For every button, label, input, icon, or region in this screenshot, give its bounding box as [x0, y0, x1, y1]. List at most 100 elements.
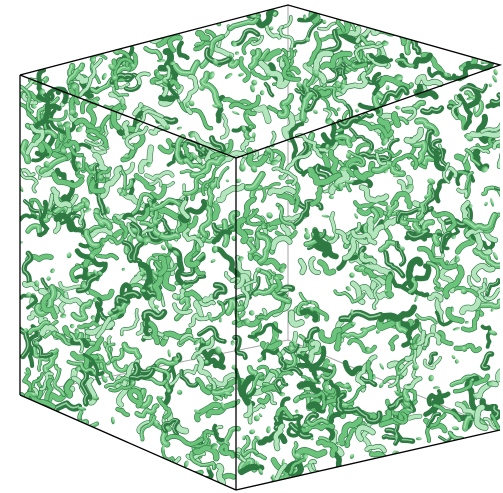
vortex-tube [404, 127, 424, 144]
vortex-tube [257, 431, 287, 445]
vortex-tube-highlight [481, 352, 492, 369]
vortex-blob [224, 73, 233, 79]
vortex-tube [248, 276, 260, 297]
vortex-tube [295, 343, 313, 369]
vortex-blob [451, 355, 456, 359]
vortex-tube [140, 415, 156, 441]
vortex-blob [321, 214, 330, 218]
vortex-blob [464, 320, 469, 324]
vortex-tube-outline [69, 418, 90, 450]
vortex-tube-highlight [212, 373, 237, 385]
vortex-blob [452, 327, 461, 331]
vortex-blob [176, 126, 183, 130]
vortex-tube-highlight [423, 356, 441, 368]
vortex-blob [355, 108, 360, 113]
vortex-blob [354, 213, 358, 219]
vortex-tube-highlight [416, 119, 437, 134]
vortex-tube-highlight [248, 276, 259, 296]
vortex-tube [452, 65, 471, 81]
vortex-tube [323, 108, 332, 122]
vortex-blob [428, 374, 434, 382]
vortex-blob [230, 340, 235, 346]
vortex-tube [276, 192, 295, 205]
vortex-tube-highlight [341, 326, 374, 337]
vortex-tube [220, 114, 229, 139]
vortex-tube [473, 374, 490, 386]
vortex-tube [251, 103, 271, 124]
vortex-tube [216, 463, 231, 490]
vortex-tube-highlight [140, 416, 155, 440]
vortex-tube [465, 130, 500, 139]
vortex-tube-highlight [26, 224, 41, 235]
vortex-tube [414, 263, 431, 281]
vortex-blob [304, 227, 309, 234]
vortex-tube [231, 28, 260, 46]
vortex-blob [385, 84, 390, 91]
vortex-tube [37, 355, 53, 372]
vortex-blob [336, 107, 341, 112]
vortex-tube [194, 402, 225, 422]
vortex-tube [250, 68, 271, 80]
vortex-tube [35, 120, 56, 157]
vortex-tube [36, 68, 47, 102]
vortex-blob [50, 268, 55, 274]
vortex-blob [295, 409, 299, 414]
vortex-blob [266, 426, 271, 434]
vortex-tube [193, 294, 215, 319]
vortex-tube [135, 72, 150, 85]
vortex-blob [248, 310, 255, 316]
vortex-tube [150, 184, 167, 200]
vortex-blob [451, 426, 459, 431]
vortex-tube-highlight [71, 420, 87, 447]
vortex-blob [349, 272, 355, 278]
vortex-blob [242, 435, 246, 441]
vortex-blob [176, 389, 183, 395]
vortex-blob [235, 51, 240, 55]
vortex-tube-highlight [105, 343, 114, 364]
vortex-blob [156, 59, 166, 63]
vortex-tube-highlight [37, 355, 51, 370]
vortex-tube [144, 170, 174, 181]
vortex-blob [454, 359, 459, 364]
vortex-blob [379, 363, 384, 370]
vortex-tube [326, 66, 347, 83]
vortex-tube-highlight [147, 256, 161, 267]
vortex-blob [328, 195, 335, 200]
vortex-tube [107, 336, 112, 352]
vortex-tube [20, 294, 38, 309]
vortex-tube [165, 434, 204, 446]
vortex-blob [395, 105, 401, 110]
vortex-tube [265, 218, 283, 228]
vortex-tube [390, 305, 417, 322]
vortex-tube-highlight [224, 427, 239, 445]
vortex-tube [317, 22, 336, 31]
vortex-blob [484, 201, 488, 207]
vortex-blob [414, 294, 419, 303]
vortex-tube-highlight [432, 253, 443, 258]
vortex-tube [43, 110, 68, 133]
vortex-blob [60, 313, 67, 319]
vortex-tube [261, 182, 281, 203]
vortex-blob [167, 349, 171, 358]
vortex-tube-highlight [59, 292, 67, 312]
vortex-tube [205, 401, 237, 418]
vortex-tube [127, 51, 138, 72]
vortex-blob [101, 73, 107, 80]
vortex-tube [21, 168, 35, 177]
vortex-blob [249, 429, 256, 435]
vortex-blob [66, 252, 72, 259]
vortex-blob [488, 83, 493, 87]
vortex-blob [239, 163, 246, 172]
vortex-tube-highlight [398, 176, 411, 192]
vortex-tube-highlight [217, 184, 243, 201]
vortex-tube [385, 274, 394, 298]
vortex-tube-highlight [327, 212, 337, 242]
vortex-blob [416, 437, 422, 441]
vortex-tube [79, 81, 94, 99]
vortex-blob [253, 415, 260, 422]
vortex-blob [492, 75, 497, 83]
vortex-tube [281, 213, 307, 221]
vortex-blob [231, 110, 240, 115]
